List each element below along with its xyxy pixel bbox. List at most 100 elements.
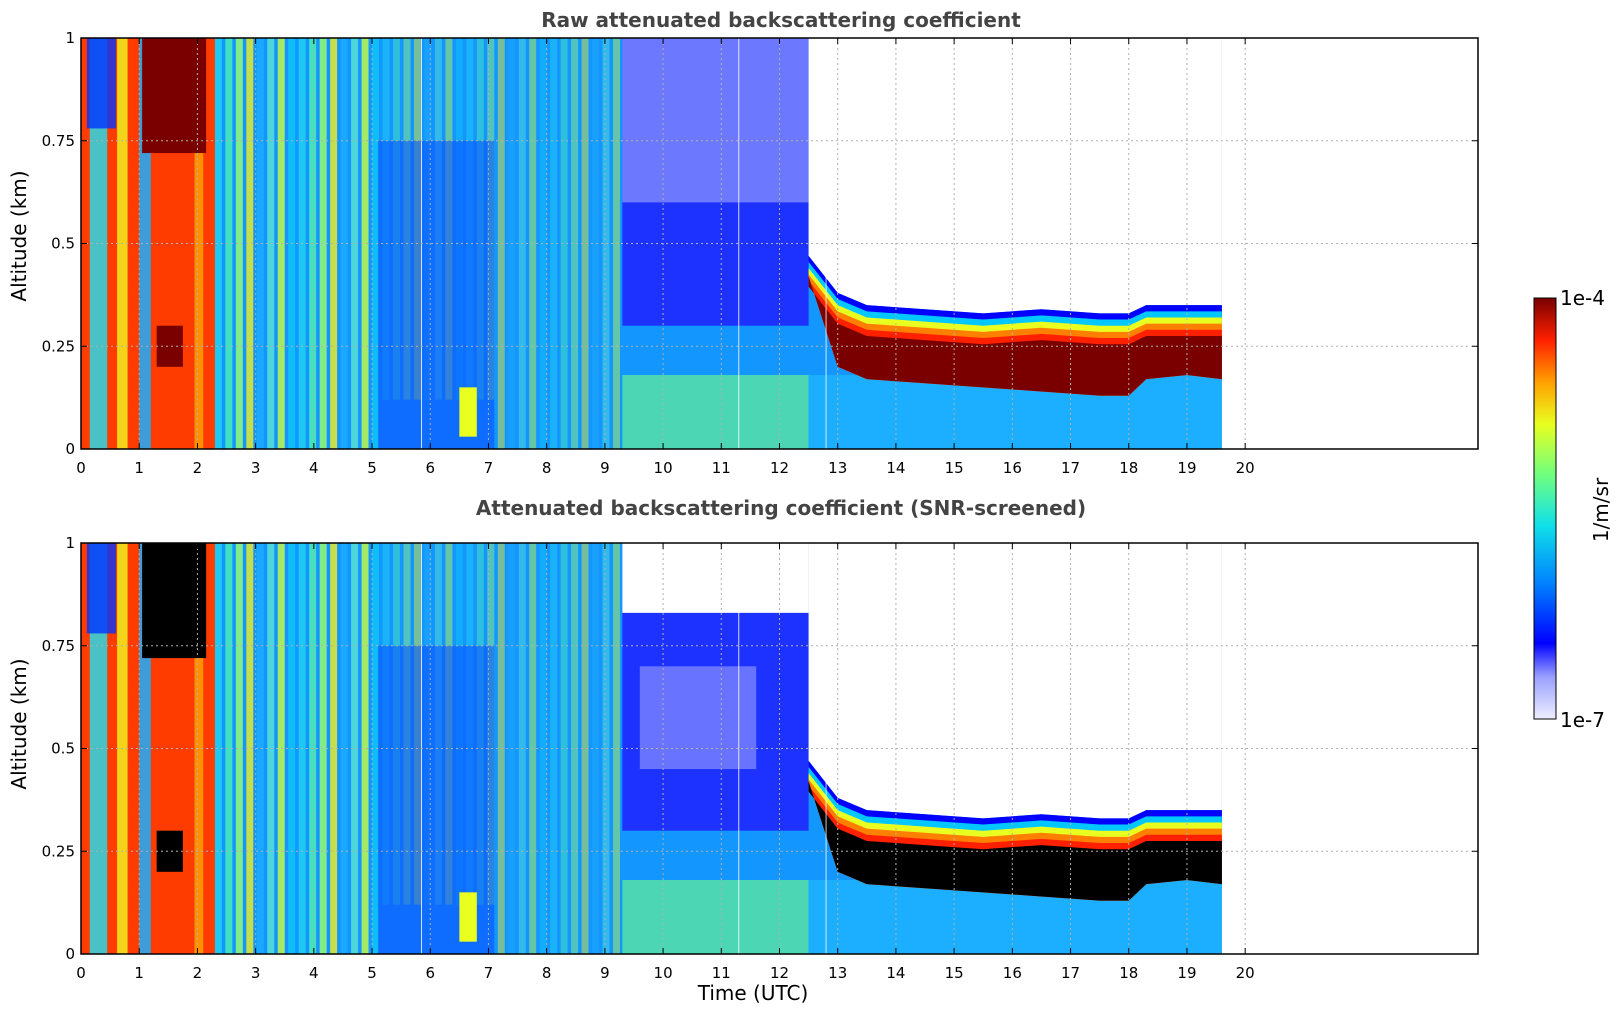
top-panel: Raw attenuated backscattering coefficien…	[7, 8, 1479, 477]
x-tick-label: 1	[134, 964, 144, 982]
colorbar: 1e-4 1e-7 1/m/sr	[1533, 286, 1613, 732]
x-tick-label: 18	[1119, 964, 1138, 982]
aerosol-streak	[351, 543, 359, 954]
aerosol-streak	[225, 38, 233, 449]
colorbar-min-label: 1e-7	[1560, 708, 1605, 732]
x-tick-label: 20	[1236, 459, 1255, 477]
top-panel-title: Raw attenuated backscattering coefficien…	[541, 8, 1021, 32]
top-panel-x-axis: 0 1 2 3 4 5 6 7 8 9 10 11 12 13 14 15 16 17 18 19 20	[76, 38, 1255, 477]
x-tick-label: 7	[484, 964, 494, 982]
x-tick-label: 15	[945, 964, 964, 982]
y-tick-label: 0.5	[51, 235, 75, 253]
x-tick-label: 0	[76, 459, 86, 477]
stratus-band-5	[808, 781, 1222, 901]
x-tick-label: 5	[367, 459, 377, 477]
early-streak	[194, 543, 204, 954]
x-tick-label: 16	[1003, 964, 1022, 982]
noise-region	[622, 38, 809, 326]
y-tick-label: 1	[65, 29, 75, 47]
aerosol-streak	[592, 543, 600, 954]
early-streak	[139, 38, 151, 449]
clear-sky	[808, 543, 1222, 819]
aerosol-streak	[581, 543, 589, 954]
x-tick-label: 0	[76, 964, 86, 982]
aerosol-streak	[256, 38, 264, 449]
x-tick-label: 3	[251, 459, 261, 477]
x-tick-label: 11	[712, 964, 731, 982]
x-tick-label: 8	[542, 459, 552, 477]
x-tick-label: 17	[1061, 964, 1080, 982]
aerosol-streak	[592, 38, 600, 449]
bottom-panel-y-axis: 0 0.25 0.5 0.75 1	[42, 534, 1478, 963]
aerosol-streak	[340, 38, 348, 449]
speckle-region	[622, 38, 809, 203]
aerosol-streak	[256, 543, 264, 954]
x-tick-label: 20	[1236, 964, 1255, 982]
aerosol-streak	[372, 543, 380, 954]
x-tick-label: 16	[1003, 459, 1022, 477]
x-tick-label: 8	[542, 964, 552, 982]
x-tick-label: 19	[1177, 964, 1196, 982]
bottom-panel: Attenuated backscattering coefficient (S…	[7, 496, 1479, 1005]
plume-patch	[459, 892, 477, 942]
y-tick-label: 0.75	[42, 132, 75, 150]
aerosol-streak	[267, 38, 275, 449]
aerosol-streak	[571, 543, 579, 954]
noise-low-layer	[622, 375, 809, 449]
aerosol-streak	[550, 38, 558, 449]
aerosol-streak	[539, 38, 547, 449]
aerosol-streak	[372, 38, 380, 449]
x-tick-label: 4	[309, 964, 319, 982]
x-tick-label: 13	[828, 459, 847, 477]
aerosol-streak	[214, 543, 222, 954]
stratus-band-5	[808, 276, 1222, 396]
aerosol-streak	[330, 38, 338, 449]
x-tick-label: 5	[367, 964, 377, 982]
x-tick-label: 12	[770, 964, 789, 982]
top-panel-y-label: Altitude (km)	[7, 170, 31, 301]
bottom-panel-x-axis: 0 1 2 3 4 5 6 7 8 9 10 11 12 13 14 15 16 17 18 19 20	[76, 543, 1255, 982]
aerosol-streak	[319, 543, 327, 954]
aerosol-streak	[560, 38, 568, 449]
noise-low-layer	[622, 880, 809, 954]
x-tick-label: 15	[945, 459, 964, 477]
y-tick-label: 0	[65, 440, 75, 458]
aerosol-streak	[550, 543, 558, 954]
early-cloud-core	[142, 543, 207, 659]
x-tick-label: 10	[654, 459, 673, 477]
x-tick-label: 6	[425, 964, 435, 982]
y-tick-label: 1	[65, 534, 75, 552]
top-panel-grid	[81, 38, 1478, 449]
x-tick-label: 11	[712, 459, 731, 477]
x-tick-label: 7	[484, 459, 494, 477]
aerosol-streak	[351, 38, 359, 449]
aerosol-streak	[214, 38, 222, 449]
aerosol-streak	[330, 543, 338, 954]
aerosol-streak	[225, 543, 233, 954]
y-tick-label: 0.25	[42, 337, 75, 355]
x-tick-label: 19	[1177, 459, 1196, 477]
x-tick-label: 14	[886, 964, 905, 982]
y-tick-label: 0.75	[42, 637, 75, 655]
x-tick-label: 2	[193, 459, 203, 477]
x-tick-label: 9	[600, 459, 610, 477]
aerosol-streak	[235, 38, 243, 449]
aerosol-streak	[246, 543, 254, 954]
aerosol-streak	[539, 543, 547, 954]
bottom-panel-title: Attenuated backscattering coefficient (S…	[476, 496, 1086, 520]
x-tick-label: 4	[309, 459, 319, 477]
x-tick-label: 2	[193, 964, 203, 982]
bottom-panel-x-label: Time (UTC)	[697, 981, 809, 1005]
plume-patch	[459, 387, 477, 437]
aerosol-streak	[581, 38, 589, 449]
aerosol-streak	[361, 543, 369, 954]
x-tick-label: 17	[1061, 459, 1080, 477]
x-tick-label: 6	[425, 459, 435, 477]
aerosol-streak	[267, 543, 275, 954]
bottom-panel-y-label: Altitude (km)	[7, 658, 31, 789]
x-tick-label: 10	[654, 964, 673, 982]
y-tick-label: 0.25	[42, 842, 75, 860]
early-streak	[194, 38, 204, 449]
no-data-region	[1221, 38, 1478, 449]
